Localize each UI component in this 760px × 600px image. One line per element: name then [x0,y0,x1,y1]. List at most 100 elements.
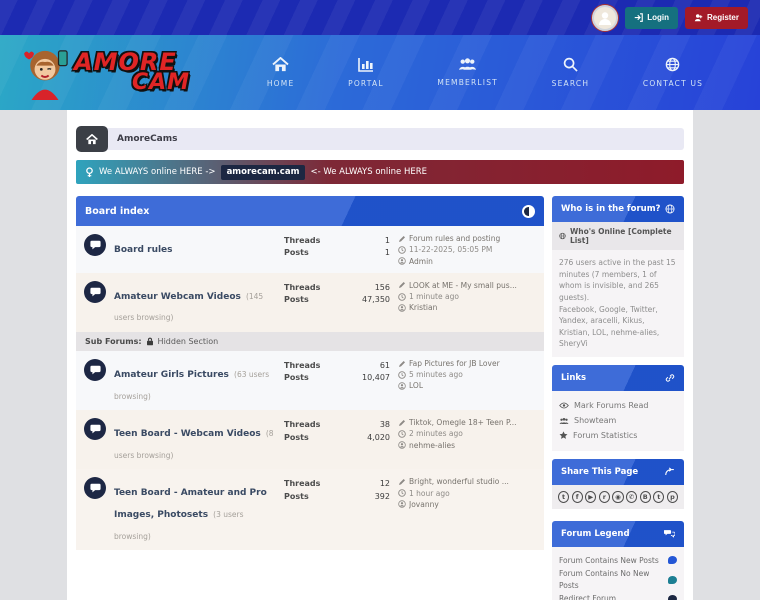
banner-site-link[interactable]: amorecam.cam [220,164,306,180]
last-post-title[interactable]: Forum rules and posting [409,234,501,243]
sidebar: Who is in the forum? Who's Online [Compl… [552,196,684,600]
forum-link[interactable]: Teen Board - Webcam Videos [114,429,261,440]
share-blogger-icon[interactable]: B [639,490,651,503]
share-pinterest-icon[interactable]: p [666,490,678,503]
breadcrumb-current: AmoreCams [117,134,178,144]
legend-item: Redirect Forum [559,592,677,600]
register-button[interactable]: Register [684,6,748,29]
page-background: AmoreCams We ALWAYS online HERE -> amore… [0,110,760,600]
subforum-link[interactable]: Hidden Section [157,336,219,346]
last-post-user[interactable]: Jovanny [409,499,439,509]
last-post: LOOK at ME - My small pus... 1 minute ag… [398,279,536,314]
subforums-row: Sub Forums: Hidden Section [76,331,544,351]
forum-link[interactable]: Amateur Webcam Videos [114,291,241,302]
home-icon [86,133,98,144]
subforums-label: Sub Forums: [85,336,142,346]
forum-legend-panel: Forum Legend Forum Contains New Posts Fo… [552,520,684,600]
link-label: Mark Forums Read [574,401,649,410]
last-post-user[interactable]: nehme-alies [409,440,456,450]
last-post-user[interactable]: LOL [409,381,423,391]
share-whatsapp-icon[interactable]: ✆ [626,490,638,503]
share-instagram-icon[interactable]: ◉ [612,490,624,503]
last-post-time: 5 minutes ago [409,370,463,380]
nav-item-portal[interactable]: PORTAL [348,57,384,88]
site-logo[interactable]: AMORE CAM [20,46,210,100]
share-twitch-icon[interactable]: t [653,490,665,503]
board-index-panel: Board index Board rules Threads 1 Posts 1 [76,196,544,551]
last-post-title[interactable]: Fap Pictures for JB Lover [409,358,500,368]
last-post: Fap Pictures for JB Lover 5 minutes ago … [398,357,536,392]
logo-mascot [24,49,68,100]
last-post-time: 2 minutes ago [409,429,463,439]
nav-item-memberlist[interactable]: MEMBERLIST [437,57,498,88]
nav-menu: HOME PORTAL MEMBERLIST [210,57,760,88]
contact-globe-icon [666,57,680,72]
content-card: AmoreCams We ALWAYS online HERE -> amore… [67,110,693,600]
posts-label: Posts [284,295,309,305]
forum-link[interactable]: Teen Board - Amateur and Pro Images, Pho… [114,488,267,520]
threads-count: 38 [379,420,390,430]
legend-item: Forum Contains No New Posts [559,567,677,592]
banner-text-before: We ALWAYS online HERE -> [99,167,216,177]
last-post-user[interactable]: Kristian [409,303,438,313]
share-facebook-icon[interactable]: f [571,490,583,503]
collapse-toggle-icon[interactable] [522,204,535,218]
comment-icon [89,365,101,375]
comments-icon [664,530,675,538]
forum-stats: Threads 61 Posts 10,407 [284,357,390,385]
login-button[interactable]: Login [625,6,678,29]
last-post-title[interactable]: Tiktok, Omegle 18+ Teen P... [409,418,517,428]
nav-item-contact[interactable]: CONTACT US [643,57,703,88]
last-post-time: 1 minute ago [409,292,459,301]
eye-icon [559,402,569,409]
share-twitter-icon[interactable]: t [558,490,570,503]
users-icon [559,417,569,424]
link-icon [665,374,675,382]
legend-label: Forum Contains New Posts [559,555,659,565]
nav-search-label: SEARCH [551,79,590,88]
posts-count: 4,020 [367,432,390,442]
forum-status-icon [84,234,106,256]
legend-item: Forum Contains New Posts [559,554,677,568]
online-summary: 276 users active in the past 15 minutes … [559,258,676,302]
link-forum-statistics[interactable]: Forum Statistics [559,428,677,443]
posts-count: 47,350 [362,295,390,305]
share-reddit-icon[interactable]: r [598,490,610,503]
logo-word-amore: AMORE [74,47,177,76]
legend-new-posts-icon [668,556,677,565]
main-navbar: AMORE CAM HOME PORTAL [0,35,760,110]
link-label: Showteam [574,416,617,426]
links-body: Mark Forums Read Showteam [552,391,684,451]
forum-status-icon [84,477,106,500]
last-post: Forum rules and posting 11-22-2025, 05:0… [398,232,536,267]
breadcrumb-home-button[interactable] [76,126,108,152]
last-post-user[interactable]: Admin [409,256,433,266]
nav-item-home[interactable]: HOME [267,57,295,88]
share-icon [665,467,674,476]
legend-redirect-icon [668,595,677,600]
last-post-time: 1 hour ago [409,488,450,498]
forum-link[interactable]: Board rules [114,245,173,255]
threads-count: 1 [384,236,390,245]
nav-home-label: HOME [266,79,295,88]
share-youtube-icon[interactable]: ▶ [585,490,597,503]
logo-wordmark: AMORE CAM [74,50,190,94]
whos-online-link[interactable]: Who's Online [Complete List] [569,227,672,245]
online-users: Facebook, Google, Twitter, Yandex, arace… [559,304,660,349]
last-post-title[interactable]: Bright, wonderful studio ... [409,477,509,487]
link-showteam[interactable]: Showteam [559,413,677,428]
user-avatar[interactable] [592,4,619,31]
clock-icon [398,430,406,438]
forum-stats: Threads 38 Posts 4,020 [284,416,390,444]
comment-icon [89,484,101,493]
forum-link[interactable]: Amateur Girls Pictures [114,369,229,380]
threads-count: 61 [379,360,390,370]
nav-item-search[interactable]: SEARCH [552,57,590,88]
threads-label: Threads [284,479,321,489]
user-icon [398,304,406,312]
legend-no-new-posts-icon [668,575,677,584]
last-post-title[interactable]: LOOK at ME - My small pus... [409,280,517,290]
link-mark-forums-read[interactable]: Mark Forums Read [559,398,677,413]
person-icon [599,11,612,25]
links-title: Links [561,373,587,383]
